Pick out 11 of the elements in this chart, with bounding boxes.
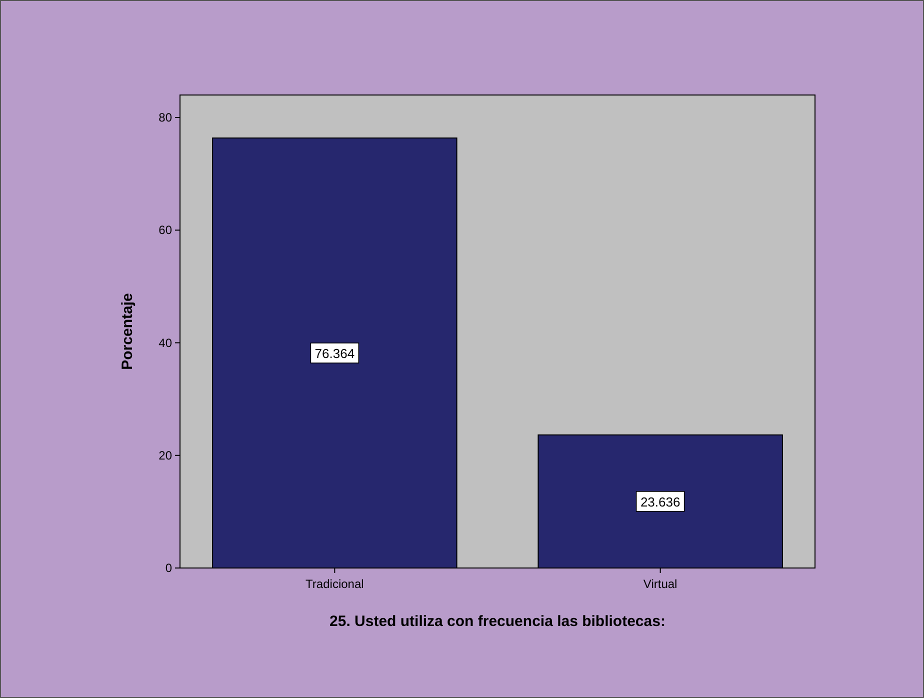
data-label: 76.364 (314, 346, 355, 361)
y-tick-label: 40 (158, 336, 172, 350)
x-tick-label: Virtual (643, 577, 678, 591)
y-tick-label: 80 (158, 110, 172, 125)
y-axis-title: Porcentaje (119, 293, 136, 370)
x-axis-title: 25. Usted utiliza con frecuencia las bibliotecas: (330, 613, 666, 630)
y-tick-label: 60 (158, 223, 172, 238)
y-tick-label: 20 (158, 448, 172, 462)
y-tick-label: 0 (165, 561, 172, 575)
x-tick-label: Tradicional (306, 577, 364, 591)
data-label: 23.636 (640, 494, 680, 510)
